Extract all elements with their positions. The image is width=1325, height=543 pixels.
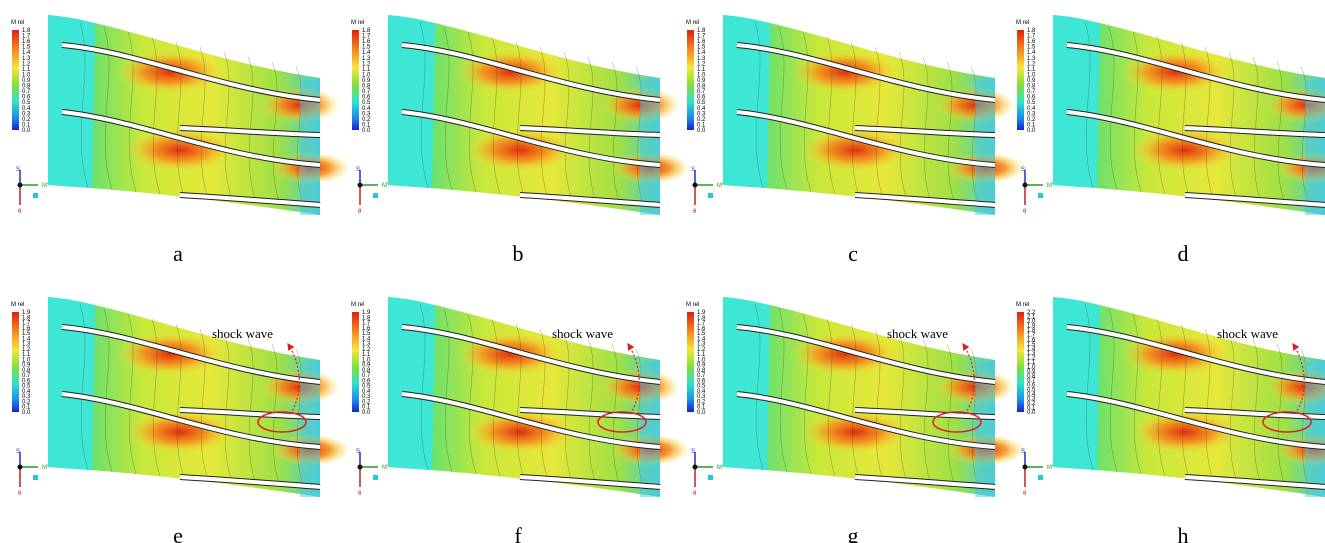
axis-origin <box>358 465 363 470</box>
panel: M rel1.91.81.71.61.51.41.31.21.11.00.90.… <box>351 297 690 543</box>
axis-label: M' <box>382 183 388 189</box>
annotation: shock wave <box>212 326 273 341</box>
axis-label: S <box>1021 167 1025 173</box>
legend-title: M rel <box>11 20 24 26</box>
axis-cube <box>33 475 38 480</box>
axis-label: S <box>691 449 695 455</box>
axis-label: S <box>691 167 695 173</box>
legend-title: M rel <box>686 20 699 26</box>
panel-label: g <box>848 523 859 543</box>
axis-label: θ <box>1023 491 1027 497</box>
inlet-region <box>388 15 435 188</box>
axis-cube <box>373 475 378 480</box>
axis-origin <box>1023 465 1028 470</box>
axis-label: M' <box>382 465 388 471</box>
colorbar <box>1017 312 1024 412</box>
axis-label: θ <box>18 209 22 215</box>
axis-label: M' <box>42 183 48 189</box>
colorbar-tick-label: 0.0 <box>1027 410 1036 416</box>
axis-label: S <box>356 449 360 455</box>
axis-origin <box>18 465 23 470</box>
panel-label: b <box>513 241 524 266</box>
axis-label: M' <box>1047 183 1053 189</box>
legend-title: M rel <box>686 302 699 308</box>
axis-cube <box>373 193 378 198</box>
axis-label: M' <box>42 465 48 471</box>
panel-label: f <box>514 523 522 543</box>
panel-label: c <box>848 241 858 266</box>
axis-origin <box>358 183 363 188</box>
axis-origin <box>18 183 23 188</box>
figure: M rel1.81.71.61.51.41.31.21.11.00.90.80.… <box>0 0 1325 543</box>
colorbar <box>12 312 19 412</box>
colorbar <box>687 30 694 130</box>
axis-label: θ <box>358 491 362 497</box>
colorbar-tick-label: 0.0 <box>362 410 371 416</box>
panel: M rel2.22.12.01.91.81.71.61.51.41.31.21.… <box>1016 297 1325 543</box>
panel-label: a <box>173 241 183 266</box>
colorbar-tick-label: 0.0 <box>697 410 706 416</box>
axis-cube <box>33 193 38 198</box>
colorbar <box>12 30 19 130</box>
colorbar <box>352 30 359 130</box>
legend-title: M rel <box>351 302 364 308</box>
axis-cube <box>1038 193 1043 198</box>
axis-label: S <box>16 167 20 173</box>
axis-label: S <box>16 449 20 455</box>
colorbar-tick-label: 0.0 <box>362 128 371 134</box>
axis-origin <box>693 465 698 470</box>
annotation: shock wave <box>887 326 948 341</box>
inlet-region <box>1053 15 1100 188</box>
colorbar <box>352 312 359 412</box>
colorbar-tick-label: 0.0 <box>22 410 31 416</box>
axis-label: θ <box>18 491 22 497</box>
axis-cube <box>708 193 713 198</box>
inlet-region <box>1053 297 1100 470</box>
panel-label: e <box>173 523 183 543</box>
panel: M rel1.81.71.61.51.41.31.21.11.00.90.80.… <box>686 15 1025 266</box>
legend-title: M rel <box>11 302 24 308</box>
axis-label: θ <box>693 491 697 497</box>
colorbar <box>687 312 694 412</box>
axis-label: M' <box>1047 465 1053 471</box>
annotation: shock wave <box>552 326 613 341</box>
inlet-region <box>388 297 435 470</box>
axis-label: θ <box>693 209 697 215</box>
colorbar-tick-label: 0.0 <box>697 128 706 134</box>
axis-label: θ <box>1023 209 1027 215</box>
panel: M rel1.91.81.71.61.51.41.31.21.11.00.90.… <box>11 297 350 543</box>
colorbar-tick-label: 0.0 <box>1027 128 1036 134</box>
panel-label: d <box>1178 241 1189 266</box>
axis-label: M' <box>717 465 723 471</box>
colorbar-tick-label: 0.0 <box>22 128 31 134</box>
legend-title: M rel <box>351 20 364 26</box>
colorbar <box>1017 30 1024 130</box>
panel: M rel1.81.71.61.51.41.31.21.11.00.90.80.… <box>1016 15 1325 266</box>
inlet-region <box>48 15 95 188</box>
axis-label: θ <box>358 209 362 215</box>
axis-cube <box>1038 475 1043 480</box>
panel: M rel1.81.71.61.51.41.31.21.11.00.90.80.… <box>351 15 690 266</box>
axis-label: M' <box>717 183 723 189</box>
panel: M rel1.91.81.71.61.51.41.31.21.11.00.90.… <box>686 297 1025 543</box>
legend-title: M rel <box>1016 20 1029 26</box>
annotation: shock wave <box>1217 326 1278 341</box>
axis-label: S <box>356 167 360 173</box>
axis-origin <box>693 183 698 188</box>
panel-label: h <box>1178 523 1189 543</box>
inlet-region <box>723 297 770 470</box>
legend-title: M rel <box>1016 302 1029 308</box>
inlet-region <box>48 297 95 470</box>
inlet-region <box>723 15 770 188</box>
axis-label: S <box>1021 449 1025 455</box>
axis-origin <box>1023 183 1028 188</box>
panel: M rel1.81.71.61.51.41.31.21.11.00.90.80.… <box>11 15 350 266</box>
axis-cube <box>708 475 713 480</box>
